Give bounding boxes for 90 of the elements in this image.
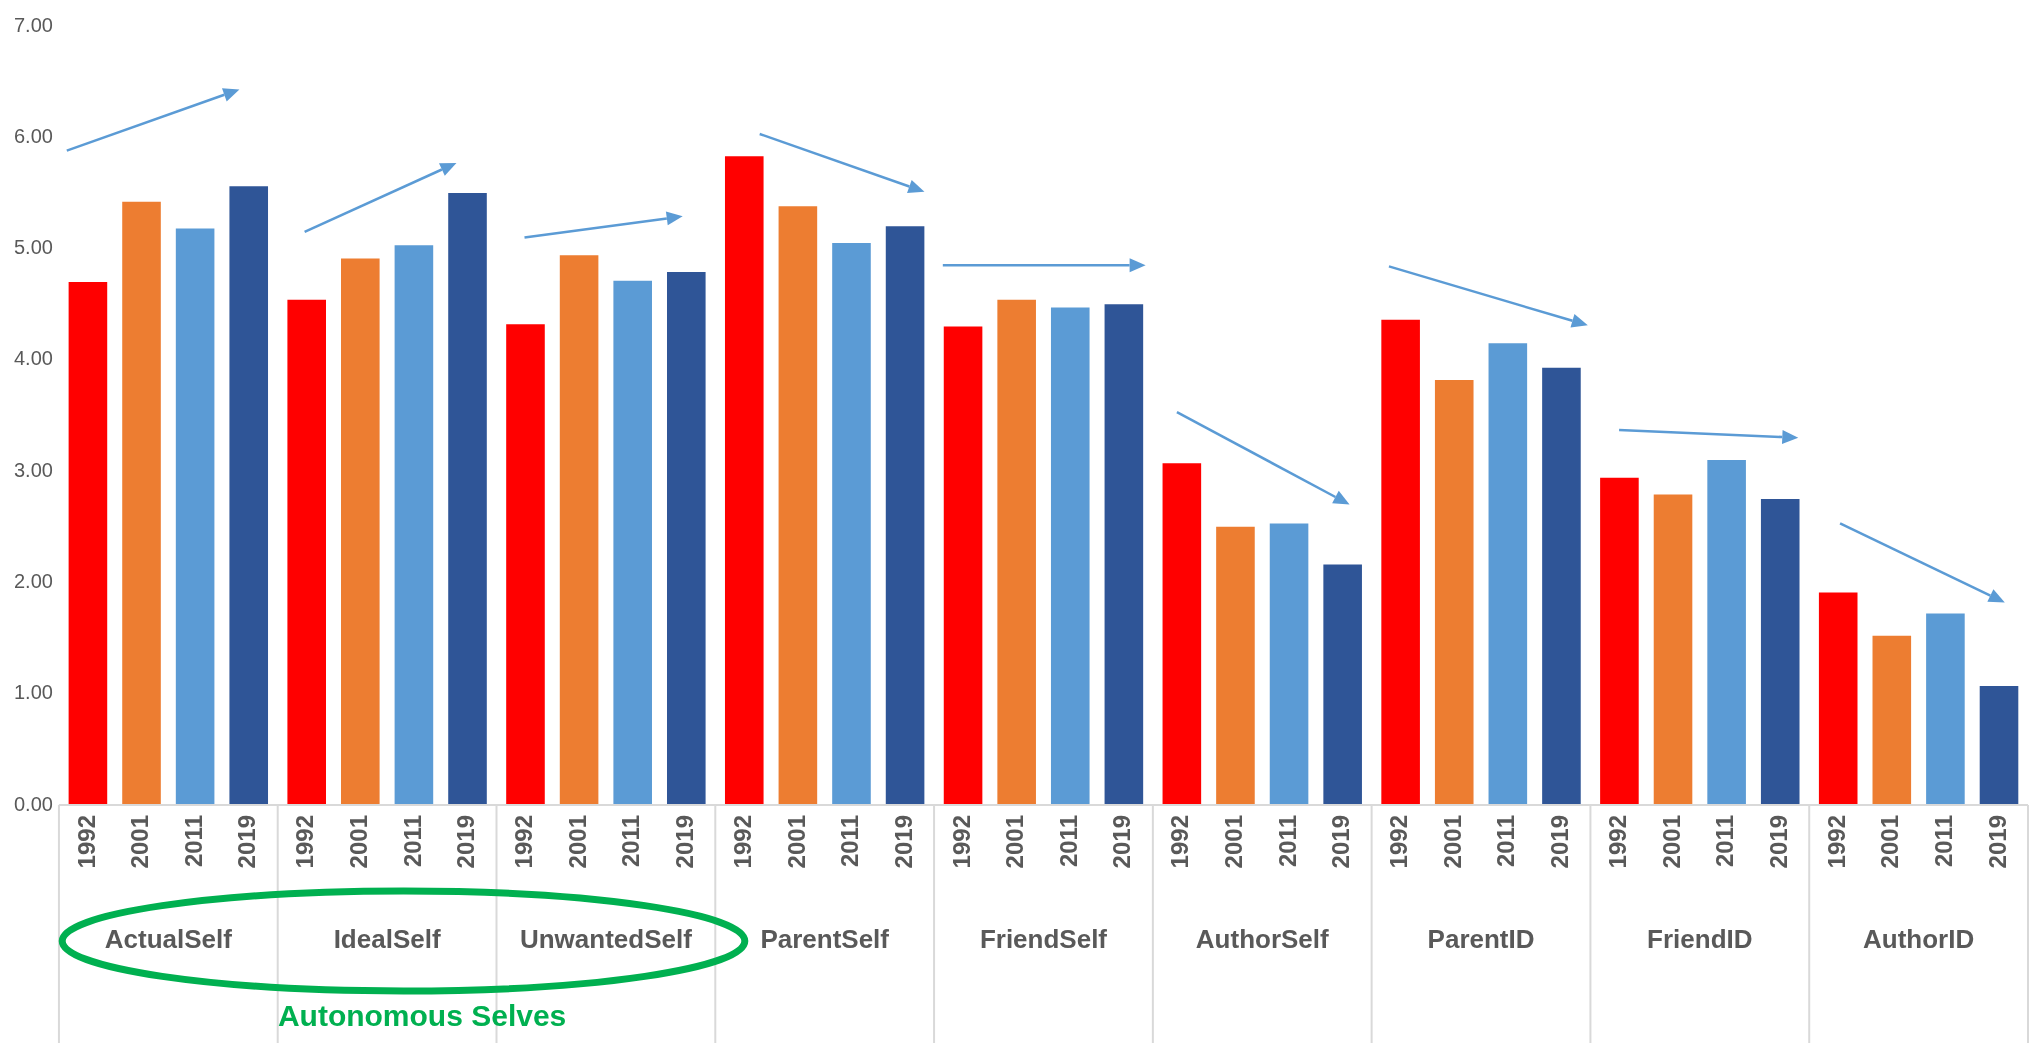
text: Autonomous Selves — [277, 999, 567, 1033]
bar — [1818, 592, 1858, 805]
bar — [68, 281, 108, 805]
text: 2011 — [179, 815, 207, 868]
text: 1992 — [1604, 815, 1632, 869]
text: 2011 — [398, 815, 426, 868]
x-tick-label: FriendSelf — [979, 924, 1108, 955]
bar — [1381, 319, 1420, 805]
bar — [229, 186, 269, 805]
y-tick-label: 6.00 — [13, 124, 53, 147]
y-tick-label: 3.00 — [13, 458, 53, 481]
bar — [1600, 477, 1639, 805]
text: 2019 — [1327, 815, 1355, 869]
y-tick-label: 5.00 — [13, 236, 53, 259]
bar — [448, 192, 487, 805]
bar — [1162, 463, 1202, 805]
text: 1992 — [291, 815, 319, 869]
bar — [1653, 494, 1693, 805]
bar — [1269, 523, 1309, 805]
text: 2019 — [233, 815, 261, 869]
bar — [1707, 460, 1746, 805]
text: 2019 — [1983, 815, 2011, 869]
text: 2001 — [126, 815, 154, 869]
x-tick-label: ActualSelf — [104, 924, 233, 955]
bar — [667, 271, 706, 805]
bar — [1872, 635, 1912, 805]
bar — [122, 201, 161, 805]
text: 2001 — [1438, 815, 1466, 869]
text: 2011 — [1930, 815, 1958, 868]
text: 2019 — [1108, 815, 1136, 869]
bar — [1542, 367, 1581, 805]
text: 2001 — [563, 815, 591, 869]
bar — [1760, 498, 1800, 805]
bar — [1104, 304, 1144, 805]
bar — [506, 324, 545, 805]
x-tick-label: FriendID — [1647, 924, 1753, 955]
text: 2001 — [1001, 815, 1029, 869]
bar — [175, 228, 215, 805]
text: 2001 — [1220, 815, 1248, 869]
bar — [394, 245, 434, 805]
bar — [1979, 685, 2019, 805]
bar — [1050, 307, 1090, 805]
text: 2019 — [889, 815, 917, 869]
text: 1992 — [72, 815, 100, 869]
text: 1992 — [510, 815, 538, 869]
x-tick-label: UnwantedSelf — [519, 924, 693, 955]
bar — [832, 243, 871, 805]
bar — [885, 226, 925, 805]
y-tick-label: 1.00 — [13, 681, 53, 704]
bar — [997, 299, 1036, 805]
x-tick-label: AuthorID — [1863, 924, 1975, 955]
text: 2011 — [836, 815, 864, 868]
x-tick-label: ParentSelf — [760, 924, 890, 955]
text: 1992 — [1822, 815, 1850, 869]
text: 2001 — [1876, 815, 1904, 869]
bar — [943, 326, 983, 805]
y-tick-label: 0.00 — [13, 792, 53, 815]
bar — [559, 255, 599, 805]
y-tick-label: 7.00 — [13, 13, 53, 36]
text: 2019 — [670, 815, 698, 869]
bar — [724, 156, 764, 805]
bar — [1323, 564, 1362, 805]
text: 2019 — [1546, 815, 1574, 869]
bar — [1434, 379, 1474, 805]
text: 2011 — [1273, 815, 1301, 868]
text: 2011 — [1711, 815, 1739, 868]
bar — [341, 258, 380, 805]
text: 2001 — [782, 815, 810, 869]
x-tick-label: AuthorSelf — [1195, 924, 1330, 955]
text: 2001 — [344, 815, 372, 869]
bar — [1926, 613, 1965, 805]
y-tick-label: 4.00 — [13, 347, 53, 370]
bar — [613, 280, 652, 805]
text: 2019 — [452, 815, 480, 869]
bar — [778, 206, 818, 805]
y-tick-label: 2.00 — [13, 569, 53, 592]
text: 2011 — [1492, 815, 1520, 868]
text: 1992 — [1385, 815, 1413, 869]
text: 1992 — [728, 815, 756, 869]
text: 1992 — [1166, 815, 1194, 869]
text: 1992 — [947, 815, 975, 869]
bar — [287, 299, 326, 805]
bar — [1488, 343, 1528, 805]
text: 2011 — [617, 815, 645, 868]
text: 2001 — [1657, 815, 1685, 869]
text: 2019 — [1764, 815, 1792, 869]
bar — [1216, 526, 1255, 805]
x-tick-label: IdealSelf — [333, 924, 441, 955]
text: 2011 — [1054, 815, 1082, 868]
x-tick-label: ParentID — [1427, 924, 1535, 955]
